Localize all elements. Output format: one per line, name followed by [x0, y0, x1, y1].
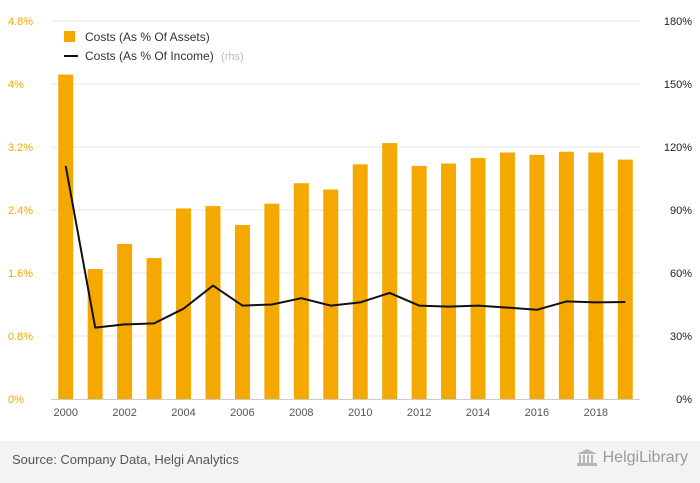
bar-series: [58, 74, 633, 400]
bar: [499, 152, 515, 399]
bar: [411, 165, 427, 399]
bar: [441, 163, 457, 399]
bar: [382, 143, 398, 399]
y-left-tick-label: 0%: [8, 394, 24, 406]
bar: [205, 206, 221, 399]
bar: [58, 74, 74, 400]
x-tick-label: 2000: [53, 407, 77, 419]
y-right-tick-label: 150%: [664, 79, 692, 91]
y-right-tick-label: 90%: [670, 205, 692, 217]
y-left-tick-label: 3.2%: [8, 142, 33, 154]
bar: [617, 159, 633, 399]
x-tick-label: 2002: [112, 407, 136, 419]
y-left-tick-label: 1.6%: [8, 268, 33, 280]
y-left-tick-label: 4.8%: [8, 16, 33, 28]
x-tick-label: 2004: [171, 407, 195, 419]
legend: Costs (As % Of Assets) Costs (As % Of In…: [64, 30, 244, 63]
bar: [588, 152, 604, 399]
source-text: Source: Company Data, Helgi Analytics: [12, 452, 239, 467]
y-left-tick-label: 4%: [8, 79, 24, 91]
bar: [146, 258, 162, 399]
bar: [352, 164, 368, 399]
chart: 0% 0.8% 1.6% 2.4% 3.2% 4% 4.8% 0% 30% 60% 90% 120%…: [8, 16, 692, 419]
bar: [176, 208, 192, 399]
brand-logo: HelgiLibrary: [576, 449, 688, 467]
line-path: [64, 165, 626, 329]
line-series: [64, 165, 626, 329]
x-tick-label: 2012: [407, 407, 431, 419]
y-left-tick-label: 0.8%: [8, 331, 33, 343]
brand-name: HelgiLibrary: [602, 449, 688, 466]
x-tick-label: 2018: [584, 407, 608, 419]
legend-swatch-bars: [64, 31, 75, 42]
x-tick-label: 2006: [230, 407, 254, 419]
y-right-tick-label: 180%: [664, 16, 692, 28]
x-tick-label: 2014: [466, 407, 490, 419]
x-tick-label: 2010: [348, 407, 372, 419]
legend-label-line-name: Costs (As % Of Income): [85, 49, 214, 63]
x-axis: 2000 2002 2004 2006 2008 2010 2012 2014 2016 2018: [51, 399, 640, 419]
y-right-tick-label: 0%: [676, 394, 692, 406]
bar: [117, 243, 133, 399]
x-tick-label: 2008: [289, 407, 313, 419]
y-left-tick-label: 2.4%: [8, 205, 33, 217]
bar: [293, 183, 309, 399]
library-building-icon: [576, 449, 597, 466]
y-right-tick-label: 30%: [670, 331, 692, 343]
right-axis: 0% 30% 60% 90% 120% 150% 180%: [664, 16, 692, 406]
legend-label-bars: Costs (As % Of Assets): [85, 30, 210, 44]
bar: [323, 189, 339, 399]
left-axis: 0% 0.8% 1.6% 2.4% 3.2% 4% 4.8%: [8, 16, 33, 406]
y-right-tick-label: 120%: [664, 142, 692, 154]
bar: [470, 158, 486, 399]
bar: [529, 154, 545, 399]
bar: [264, 203, 280, 399]
legend-label-line-note: (rhs): [221, 51, 244, 63]
gridlines: [51, 20, 640, 337]
bar: [234, 224, 250, 399]
y-right-tick-label: 60%: [670, 268, 692, 280]
bar: [558, 151, 574, 399]
x-tick-label: 2016: [525, 407, 549, 419]
legend-label-line: Costs (As % Of Income) (rhs): [85, 49, 244, 63]
bar: [87, 269, 103, 399]
footer: Source: Company Data, Helgi Analytics He…: [0, 441, 700, 483]
